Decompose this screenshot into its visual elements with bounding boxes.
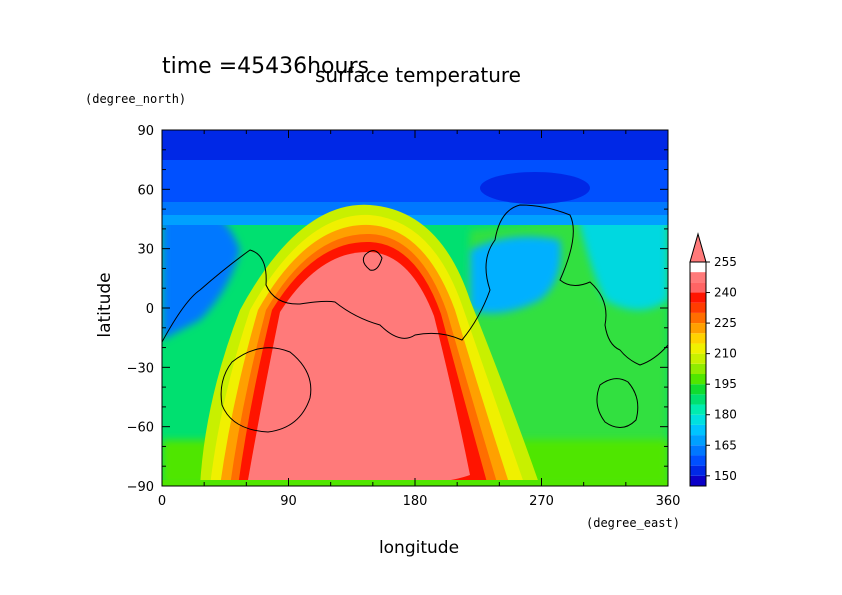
x-axis-label: longitude (379, 538, 459, 558)
colorbar-label: 210 (714, 347, 737, 361)
y-tick-label: −90 (127, 480, 154, 495)
colorbar-swatch (690, 414, 706, 425)
x-tick-label: 360 (656, 494, 681, 509)
colorbar-swatch (690, 312, 706, 324)
chart-title: surface temperature (315, 63, 521, 87)
colorbar-swatch (690, 394, 706, 405)
warm-band-core (248, 251, 470, 486)
colorbar-frame (689, 261, 707, 487)
y-axis: 90 60 30 0 −30 −60 −90 (127, 124, 668, 495)
colorbar-swatch (690, 333, 706, 344)
x-axis: 0 90 180 270 360 (158, 130, 681, 509)
y-tick-label: 0 (146, 302, 154, 317)
x-tick-label: 90 (280, 494, 297, 509)
colorbar-swatch (690, 435, 706, 446)
y-axis-label: latitude (95, 272, 115, 337)
colorbar-label: 225 (714, 316, 737, 330)
x-tick-label: 270 (529, 494, 554, 509)
colorbar-label: 150 (714, 469, 737, 483)
colorbar-label: 165 (714, 438, 737, 452)
colorbar-swatch (690, 353, 706, 364)
contour-line-southeast (596, 378, 639, 428)
field-western-lowlands (162, 199, 240, 340)
colorbar-swatch (690, 465, 706, 476)
x-unit-label: (degree_east) (586, 516, 680, 530)
field-eastern-highlands (575, 203, 668, 310)
colorbar-swatch (690, 302, 706, 313)
colorbar-swatch (690, 292, 706, 303)
y-tick-label: 60 (137, 183, 154, 198)
colorbar-label: 240 (714, 286, 737, 300)
topography-contours (162, 204, 668, 433)
colorbar-swatch (690, 374, 706, 385)
colorbar-label: 195 (714, 377, 737, 391)
colorbar-label: 255 (714, 255, 737, 269)
colorbar-swatch (690, 445, 706, 456)
colorbar-label: 180 (714, 408, 737, 422)
y-unit-label: (degree_north) (85, 92, 186, 106)
colorbar-extend-max (689, 232, 707, 263)
colorbar-swatch (690, 323, 706, 334)
colorbar-swatch (690, 272, 706, 283)
y-tick-label: −60 (127, 421, 154, 436)
colorbar-swatch (690, 404, 706, 415)
contour-line-central (362, 250, 383, 271)
colorbar-swatch (690, 424, 706, 436)
x-tick-label: 180 (403, 494, 428, 509)
y-tick-label: −30 (127, 361, 154, 376)
chart-subtitle: time =45436hours (162, 54, 369, 79)
colorbar: 150 165 180 195 210 225 240 255 (689, 232, 737, 487)
field-north-cold-spot (480, 172, 590, 204)
colorbar-swatch (690, 343, 706, 354)
colorbar-swatch (690, 384, 706, 395)
temperature-field (162, 130, 668, 486)
colorbar-swatch (690, 475, 706, 486)
colorbar-swatch (690, 363, 706, 374)
contour-line-main (162, 204, 668, 366)
colorbar-swatch (690, 455, 706, 466)
y-tick-label: 90 (137, 124, 154, 139)
y-tick-label: 30 (137, 243, 154, 258)
x-tick-label: 0 (158, 494, 166, 509)
colorbar-swatch (690, 282, 706, 293)
contour-line-southwest (220, 347, 312, 433)
field-eastern-cold-patch (470, 236, 561, 314)
